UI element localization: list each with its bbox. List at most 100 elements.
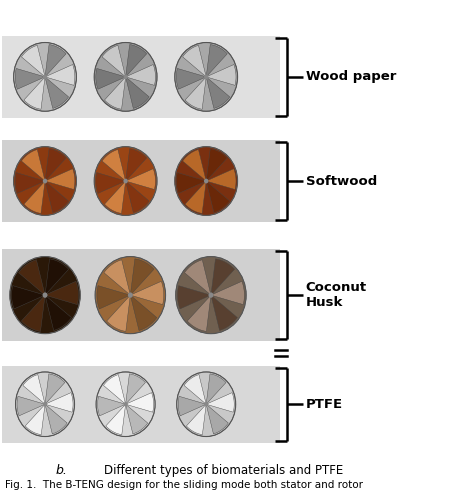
Ellipse shape	[16, 372, 74, 436]
Ellipse shape	[124, 402, 128, 407]
Polygon shape	[25, 404, 45, 434]
Text: Different types of biomaterials and PTFE: Different types of biomaterials and PTFE	[104, 464, 344, 477]
Ellipse shape	[96, 372, 155, 436]
Polygon shape	[45, 169, 75, 189]
FancyBboxPatch shape	[2, 249, 280, 341]
Text: PTFE: PTFE	[306, 398, 343, 411]
Polygon shape	[126, 393, 154, 412]
Polygon shape	[45, 181, 69, 213]
Ellipse shape	[14, 43, 76, 111]
Polygon shape	[21, 149, 45, 181]
Polygon shape	[126, 181, 149, 213]
Polygon shape	[15, 173, 45, 193]
Text: Softwood: Softwood	[306, 175, 377, 187]
Ellipse shape	[176, 256, 246, 334]
Text: Coconut
Husk: Coconut Husk	[306, 281, 367, 309]
Polygon shape	[126, 77, 149, 109]
Polygon shape	[45, 149, 66, 181]
Polygon shape	[126, 404, 148, 434]
Polygon shape	[177, 286, 211, 309]
Ellipse shape	[123, 74, 128, 79]
Polygon shape	[206, 77, 230, 109]
Polygon shape	[206, 64, 236, 85]
Polygon shape	[182, 149, 206, 181]
Polygon shape	[126, 149, 146, 181]
Polygon shape	[187, 295, 211, 331]
Polygon shape	[206, 169, 236, 189]
Polygon shape	[45, 64, 75, 85]
Polygon shape	[211, 259, 235, 295]
Polygon shape	[107, 295, 130, 331]
Polygon shape	[102, 45, 126, 77]
Polygon shape	[184, 260, 211, 295]
Polygon shape	[126, 374, 146, 404]
Polygon shape	[97, 286, 130, 309]
Polygon shape	[185, 181, 206, 213]
Polygon shape	[184, 374, 206, 404]
Ellipse shape	[209, 293, 213, 298]
Polygon shape	[45, 393, 73, 412]
Ellipse shape	[43, 179, 47, 184]
Ellipse shape	[177, 372, 236, 436]
Polygon shape	[24, 181, 45, 213]
FancyBboxPatch shape	[2, 366, 280, 442]
Ellipse shape	[95, 256, 165, 334]
Text: Fig. 1.  The B-TENG design for the sliding mode both stator and rotor: Fig. 1. The B-TENG design for the slidin…	[5, 480, 363, 490]
Polygon shape	[126, 64, 155, 85]
FancyBboxPatch shape	[2, 36, 280, 118]
Polygon shape	[45, 259, 69, 295]
Polygon shape	[130, 281, 164, 305]
Ellipse shape	[43, 293, 47, 298]
Ellipse shape	[43, 74, 47, 79]
Polygon shape	[45, 45, 66, 77]
Polygon shape	[178, 396, 206, 416]
Polygon shape	[21, 45, 45, 77]
Ellipse shape	[94, 147, 157, 215]
Polygon shape	[96, 68, 126, 89]
Polygon shape	[45, 77, 69, 109]
Polygon shape	[126, 169, 155, 189]
Polygon shape	[182, 45, 206, 77]
Ellipse shape	[43, 402, 47, 407]
Polygon shape	[45, 374, 65, 404]
Polygon shape	[45, 281, 79, 305]
Polygon shape	[104, 260, 130, 295]
Ellipse shape	[123, 179, 128, 184]
Polygon shape	[206, 404, 228, 434]
Polygon shape	[15, 68, 45, 89]
Polygon shape	[211, 295, 237, 330]
Polygon shape	[130, 259, 154, 295]
Polygon shape	[176, 68, 206, 89]
Polygon shape	[130, 295, 157, 330]
Polygon shape	[24, 77, 45, 109]
Polygon shape	[185, 77, 206, 109]
Polygon shape	[176, 173, 206, 193]
Text: b.: b.	[55, 464, 68, 477]
Ellipse shape	[204, 179, 209, 184]
Polygon shape	[105, 77, 126, 109]
Polygon shape	[23, 374, 45, 404]
Text: Wood paper: Wood paper	[306, 70, 396, 83]
Polygon shape	[21, 295, 45, 331]
Ellipse shape	[10, 256, 80, 334]
Polygon shape	[18, 260, 45, 295]
Polygon shape	[17, 396, 45, 416]
Polygon shape	[206, 181, 230, 213]
Polygon shape	[211, 281, 245, 305]
Ellipse shape	[14, 147, 76, 215]
Polygon shape	[98, 396, 126, 416]
Ellipse shape	[94, 43, 157, 111]
Ellipse shape	[128, 293, 133, 298]
Polygon shape	[206, 45, 227, 77]
Ellipse shape	[175, 147, 237, 215]
FancyBboxPatch shape	[2, 140, 280, 222]
Polygon shape	[206, 149, 227, 181]
Polygon shape	[103, 374, 126, 404]
Polygon shape	[106, 404, 126, 434]
Ellipse shape	[204, 74, 209, 79]
Ellipse shape	[204, 402, 208, 407]
Polygon shape	[11, 286, 45, 309]
Polygon shape	[126, 45, 146, 77]
Polygon shape	[102, 149, 126, 181]
Polygon shape	[45, 295, 72, 330]
